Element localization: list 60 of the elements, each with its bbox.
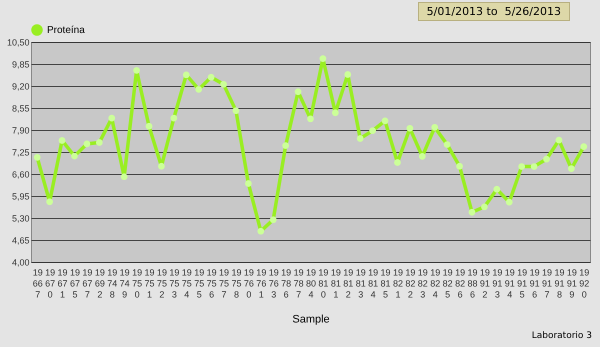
x-tick-label: 19692	[94, 268, 105, 300]
y-tick-label: 5,95	[12, 192, 30, 202]
y-tick-label: 9,20	[12, 82, 30, 92]
x-tick-label: 19917	[542, 268, 552, 300]
x-tick-label: 19787	[294, 268, 304, 300]
x-tick-label: 19824	[430, 268, 440, 300]
x-axis-title: Sample	[292, 314, 330, 326]
y-tick-label: 4,65	[12, 236, 30, 246]
text: 5/01/2013 to 5/26/2013	[418, 2, 570, 21]
y-tick-label: 9,85	[12, 60, 30, 70]
x-tick-label: 19677	[82, 268, 92, 300]
text: Laboratorio 3	[532, 331, 592, 341]
x-tick-label: 19886	[467, 268, 478, 300]
x-tick-label: 19811	[330, 268, 341, 300]
x-tick-label: 19915	[517, 268, 528, 300]
x-tick-label: 19754	[182, 268, 192, 300]
x-tick-label: 19751	[144, 268, 155, 300]
x-tick-label: 19667	[32, 268, 43, 300]
legend-label: Proteína	[47, 25, 86, 36]
y-tick-label: 7,25	[12, 148, 30, 158]
x-tick-label: 19822	[405, 268, 416, 300]
y-tick-label: 7,90	[12, 126, 30, 136]
x-tick-label: 19752	[156, 268, 167, 300]
x-tick-label: 19760	[244, 268, 254, 300]
x-tick-label: 19758	[231, 268, 242, 300]
x-tick-label: 19749	[120, 268, 130, 300]
x-tick-label: 19914	[504, 268, 515, 300]
y-tick-label: 8,55	[12, 104, 30, 114]
x-tick-label: 19825	[442, 268, 453, 300]
x-tick-label: 19823	[418, 268, 428, 300]
x-tick-label: 19913	[492, 268, 502, 300]
x-tick-label: 19918	[554, 268, 564, 300]
x-tick-label: 19919	[566, 268, 577, 300]
x-tick-label: 19916	[530, 268, 540, 300]
x-tick-label: 19757	[219, 268, 230, 300]
x-tick-label: 19814	[368, 268, 378, 300]
x-tick-label: 19786	[281, 268, 292, 300]
x-tick-label: 19755	[194, 268, 204, 300]
x-tick-label: 19804	[306, 268, 316, 300]
x-tick-label: 19813	[356, 268, 366, 300]
x-tick-label: 19748	[107, 268, 118, 300]
x-tick-label: 19812	[343, 268, 354, 300]
y-tick-label: 6,60	[12, 170, 30, 180]
x-tick-label: 19670	[45, 268, 56, 300]
x-tick-label: 19753	[169, 268, 180, 300]
x-tick-label: 19671	[58, 268, 68, 300]
x-tick-label: 19675	[70, 268, 80, 300]
y-tick-label: 4,00	[12, 258, 30, 268]
x-tick-label: 19815	[380, 268, 391, 300]
x-tick-label: 19756	[206, 268, 217, 300]
x-tick-label: 19750	[132, 268, 142, 300]
x-tick-label: 19763	[268, 268, 279, 300]
x-tick-label: 19920	[579, 268, 590, 300]
y-tick-label: 5,30	[12, 214, 30, 224]
x-tick-label: 19761	[256, 268, 266, 300]
x-tick-label: 19912	[480, 268, 490, 300]
x-tick-label: 19810	[318, 268, 328, 300]
x-tick-label: 19821	[392, 268, 403, 300]
y-tick-label: 10,50	[6, 38, 30, 48]
x-tick-label: 19826	[455, 268, 466, 300]
